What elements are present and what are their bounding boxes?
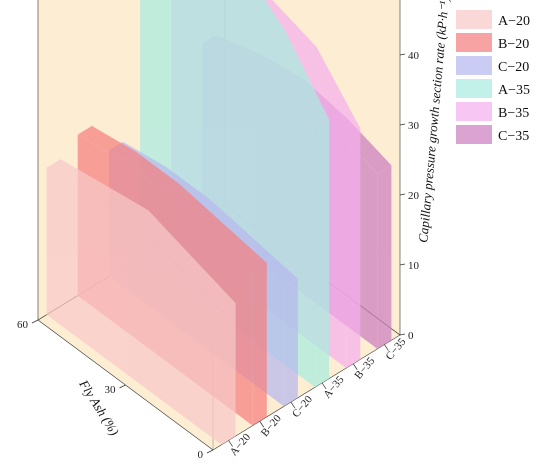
- ribbon-top-segment: [271, 31, 330, 129]
- ribbon-end-cap: [221, 303, 236, 445]
- z-axis-title: Capillary pressure growth section rate (…: [415, 0, 451, 243]
- z-tick-label: 20: [408, 190, 420, 202]
- legend-label: B−20: [498, 37, 529, 52]
- z-tick-label: 30: [408, 120, 420, 132]
- x-tick: [206, 449, 214, 454]
- ribbon-top-segment: [77, 125, 136, 161]
- y-tick: [290, 401, 296, 409]
- ribbon-end-cap: [377, 165, 392, 349]
- ribbon-end-cap: [346, 128, 361, 369]
- z-tick-label: 40: [408, 50, 420, 62]
- x-tick-label: 60: [17, 319, 29, 331]
- z-tick-label: 10: [408, 260, 420, 272]
- z-tick: [399, 123, 406, 126]
- ribbon-top-segment: [134, 210, 192, 266]
- y-tick: [228, 440, 233, 447]
- legend-label: C−20: [498, 60, 529, 75]
- ribbon-top-segment: [165, 183, 223, 233]
- z-tick: [399, 333, 406, 336]
- z-tick: [399, 193, 406, 196]
- ribbon-end-cap: [315, 119, 330, 388]
- legend-swatch: [456, 102, 492, 121]
- ribbon-face: [46, 167, 222, 445]
- legend-label: A−20: [498, 14, 530, 29]
- ribbon-top-segment: [240, 239, 298, 288]
- ribbon-end-cap: [252, 262, 267, 426]
- ribbon-top-segment: [90, 184, 149, 219]
- ribbon-top-segment: [245, 0, 286, 40]
- x-tick-label: 0: [198, 449, 204, 461]
- x-tick: [119, 384, 126, 389]
- z-tick: [399, 263, 406, 266]
- ribbon-end-cap: [283, 278, 298, 407]
- legend: A−20 B−20 C−20 A−35 B−35 C−35: [456, 10, 530, 144]
- legend-swatch: [456, 125, 492, 144]
- y-tick: [352, 363, 358, 370]
- ribbon-top-segment: [196, 199, 255, 248]
- legend-swatch: [456, 79, 492, 98]
- legend-label: A−35: [498, 83, 530, 98]
- ribbon-top-segment: [121, 151, 180, 193]
- y-tick: [384, 344, 389, 351]
- ribbon-top-segment: [46, 159, 105, 194]
- ribbon-top-segment: [177, 256, 236, 312]
- legend-label: C−35: [498, 129, 529, 144]
- legend-label: B−35: [498, 106, 529, 121]
- y-tick: [259, 421, 265, 428]
- ribbon-top-segment: [302, 46, 361, 138]
- x-tick-label: 30: [105, 384, 117, 396]
- ribbons: [46, 0, 392, 445]
- ribbon-top-segment: [209, 223, 267, 272]
- y-tick: [321, 382, 327, 390]
- legend-swatch: [456, 56, 492, 75]
- ribbon-1: [46, 159, 236, 445]
- legend-swatch: [456, 10, 492, 29]
- x-tick: [31, 319, 39, 324]
- z-tick: [399, 53, 406, 56]
- z-tick-label: 0: [408, 330, 414, 342]
- legend-swatch: [456, 33, 492, 52]
